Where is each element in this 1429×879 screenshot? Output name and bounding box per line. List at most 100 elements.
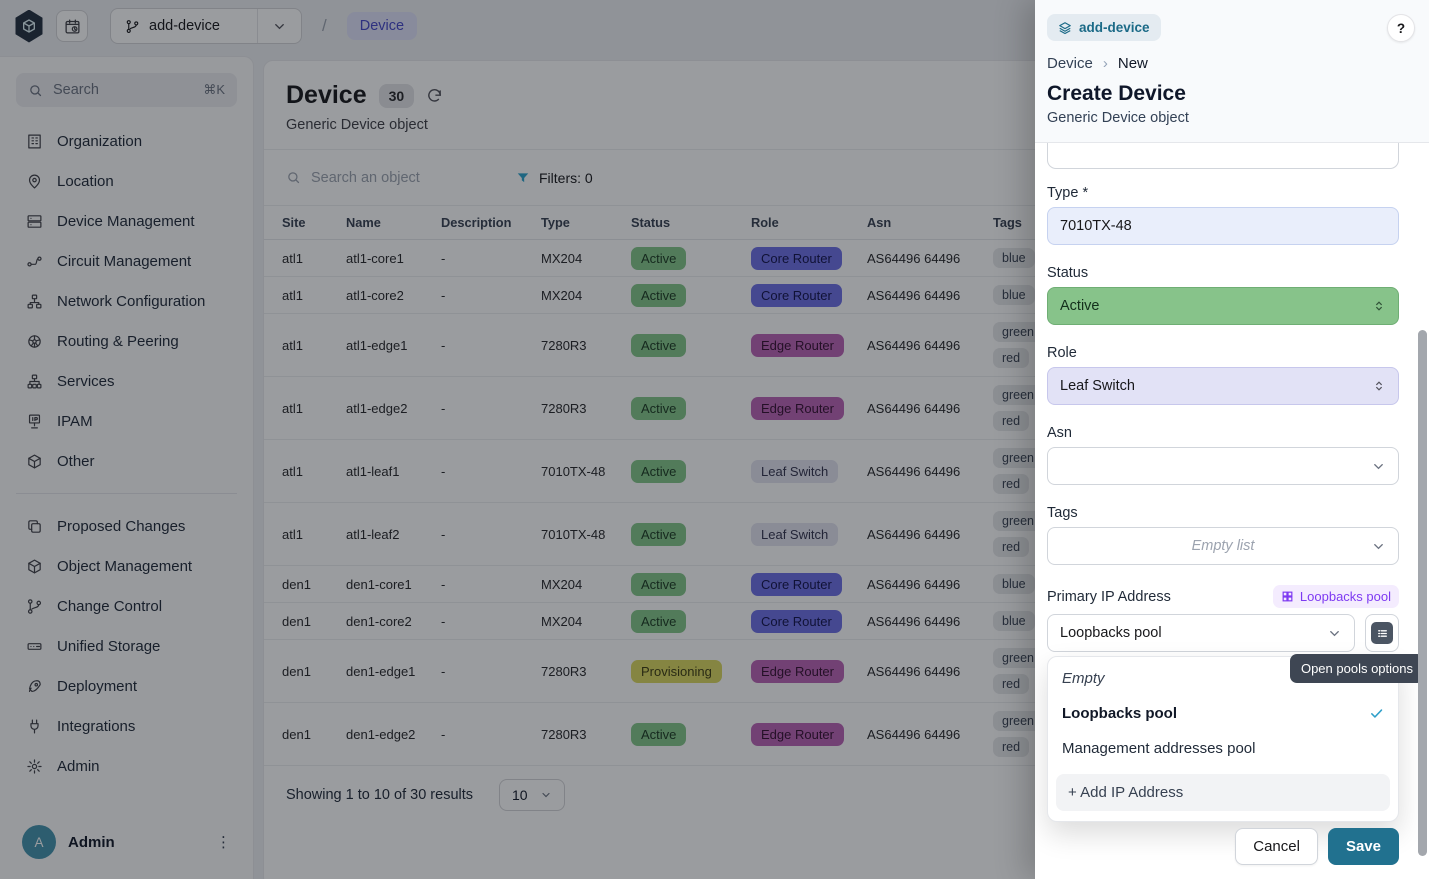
branch-selector-value[interactable]: add-device (111, 18, 257, 34)
sidebar-search-shortcut: ⌘K (203, 82, 225, 97)
sidebar-item-network-configuration[interactable]: Network Configuration (0, 281, 253, 321)
primary-ip-select[interactable]: Loopbacks pool (1047, 614, 1355, 652)
sidebar: Search ⌘K Organization Location Device Man… (0, 56, 254, 879)
cell-status: Active (631, 459, 751, 483)
network-configuration-icon (27, 294, 42, 308)
open-pools-button[interactable] (1365, 614, 1399, 652)
time-travel-button[interactable] (56, 10, 88, 42)
sidebar-item-device-management[interactable]: Device Management (0, 201, 253, 241)
user-menu-icon[interactable]: ⋮ (216, 834, 231, 851)
save-button[interactable]: Save (1327, 828, 1399, 865)
role-select[interactable]: Leaf Switch (1047, 367, 1399, 405)
cell-tags: green red (993, 440, 1103, 502)
refresh-icon[interactable] (426, 87, 443, 104)
cell-site: atl1 (282, 400, 303, 416)
sidebar-item-deployment[interactable]: Deployment (0, 666, 253, 706)
sidebar-item-proposed-changes[interactable]: Proposed Changes (0, 506, 253, 546)
table-row[interactable]: atl1 atl1-leaf2 - 7010TX-48 Active Leaf Switc… (264, 503, 1429, 566)
cell-tags: blue (993, 566, 1103, 602)
sidebar-item-admin[interactable]: Admin (0, 746, 253, 786)
dropdown-item-empty[interactable]: Empty (1048, 661, 1398, 696)
app-logo-icon[interactable] (15, 9, 43, 43)
panel-scrollbar[interactable] (1418, 330, 1427, 856)
user-row[interactable]: A Admin ⋮ (0, 811, 253, 879)
cell-site: atl1 (282, 250, 303, 266)
sidebar-item-ipam[interactable]: IPAM (0, 401, 253, 441)
check-icon (1371, 709, 1383, 718)
status-badge: Active (631, 572, 687, 596)
object-search[interactable] (286, 169, 516, 186)
sidebar-item-change-control[interactable]: Change Control (0, 586, 253, 626)
table-row[interactable]: atl1 atl1-leaf1 - 7010TX-48 Active Leaf Switc… (264, 440, 1429, 503)
add-ip-address-button[interactable]: + Add IP Address (1056, 774, 1390, 811)
role-badge: Core Router (751, 246, 842, 270)
cancel-button[interactable]: Cancel (1235, 828, 1318, 865)
table-row[interactable]: den1 den1-edge2 - 7280R3 Active Edge Router AS… (264, 703, 1429, 766)
table-row[interactable]: atl1 atl1-edge2 - 7280R3 Active Edge Router AS… (264, 377, 1429, 440)
cell-status: Active (631, 722, 751, 746)
sidebar-item-circuit-management[interactable]: Circuit Management (0, 241, 253, 281)
deployment-icon (28, 679, 41, 692)
other-icon (28, 454, 41, 468)
column-header-asn: Asn (867, 215, 892, 230)
sidebar-item-other[interactable]: Other (0, 441, 253, 481)
sidebar-item-services[interactable]: Services (0, 361, 253, 401)
role-badge: Edge Router (751, 722, 844, 746)
user-name: Admin (68, 833, 115, 851)
sidebar-item-label: Admin (57, 757, 100, 775)
table-row[interactable]: den1 den1-core2 - MX204 Active Core Router AS6… (264, 603, 1429, 640)
object-search-input[interactable] (311, 169, 481, 186)
role-badge: Edge Router (751, 333, 844, 357)
panel-branch-name: add-device (1079, 20, 1150, 35)
create-device-panel: add-device ? Device › New Create Device … (1035, 0, 1429, 879)
type-field[interactable]: 7010TX-48 (1047, 207, 1399, 245)
panel-breadcrumb-new: New (1117, 55, 1148, 72)
tag-badge: red (993, 474, 1030, 494)
table-row[interactable]: atl1 atl1-core1 - MX204 Active Core Router AS6… (264, 240, 1429, 277)
sidebar-item-label: Device Management (57, 212, 195, 230)
sidebar-search[interactable]: Search ⌘K (16, 73, 237, 107)
table-row[interactable]: atl1 atl1-edge1 - 7280R3 Active Edge Router AS… (264, 314, 1429, 377)
page-size-select[interactable]: 10 (499, 779, 565, 811)
status-badge: Active (631, 459, 687, 483)
column-header-name: Name (346, 215, 381, 230)
asn-select[interactable] (1047, 447, 1399, 485)
help-button[interactable]: ? (1387, 14, 1415, 42)
sidebar-item-label: Other (57, 452, 95, 470)
sidebar-item-unified-storage[interactable]: Unified Storage (0, 626, 253, 666)
cell-asn: AS64496 64496 (867, 663, 961, 679)
breadcrumb-device[interactable]: Device (346, 12, 418, 40)
cell-role: Core Router (751, 246, 867, 270)
status-badge: Provisioning (631, 659, 722, 683)
chevron-down-icon (275, 23, 284, 29)
filters-button[interactable]: Filters: 0 (516, 170, 593, 186)
sidebar-item-routing-peering[interactable]: Routing & Peering (0, 321, 253, 361)
cell-site: atl1 (282, 526, 303, 542)
cell-status: Active (631, 283, 751, 307)
dropdown-item-loopbacks-pool[interactable]: Loopbacks pool (1048, 696, 1398, 731)
branch-selector[interactable]: add-device (110, 8, 302, 44)
sidebar-item-object-management[interactable]: Object Management (0, 546, 253, 586)
table-row[interactable]: atl1 atl1-core2 - MX204 Active Core Router AS6… (264, 277, 1429, 314)
sidebar-item-integrations[interactable]: Integrations (0, 706, 253, 746)
sidebar-item-organization[interactable]: Organization (0, 121, 253, 161)
dropdown-item-management-addresses-pool[interactable]: Management addresses pool (1048, 731, 1398, 766)
table-row[interactable]: den1 den1-edge1 - 7280R3 Provisioning Edge Ro… (264, 640, 1429, 703)
pool-badge-label: Loopbacks pool (1299, 589, 1391, 604)
panel-breadcrumb: Device › New (1047, 55, 1417, 72)
partially-visible-field[interactable] (1047, 143, 1399, 169)
tags-label: Tags (1047, 505, 1078, 521)
table-row[interactable]: den1 den1-core1 - MX204 Active Core Router AS6… (264, 566, 1429, 603)
tags-select[interactable]: Empty list (1047, 527, 1399, 565)
count-badge: 30 (378, 83, 415, 108)
pool-badge[interactable]: Loopbacks pool (1272, 585, 1399, 608)
panel-breadcrumb-device[interactable]: Device (1047, 55, 1093, 72)
status-select[interactable]: Active (1047, 287, 1399, 325)
cell-type: MX204 (541, 576, 583, 592)
grid-icon (1282, 591, 1293, 602)
sidebar-item-location[interactable]: Location (0, 161, 253, 201)
cell-site: den1 (282, 613, 311, 629)
sidebar-item-label: Network Configuration (57, 292, 206, 310)
cell-tags: green red (993, 377, 1103, 439)
branch-selector-caret[interactable] (257, 9, 301, 43)
